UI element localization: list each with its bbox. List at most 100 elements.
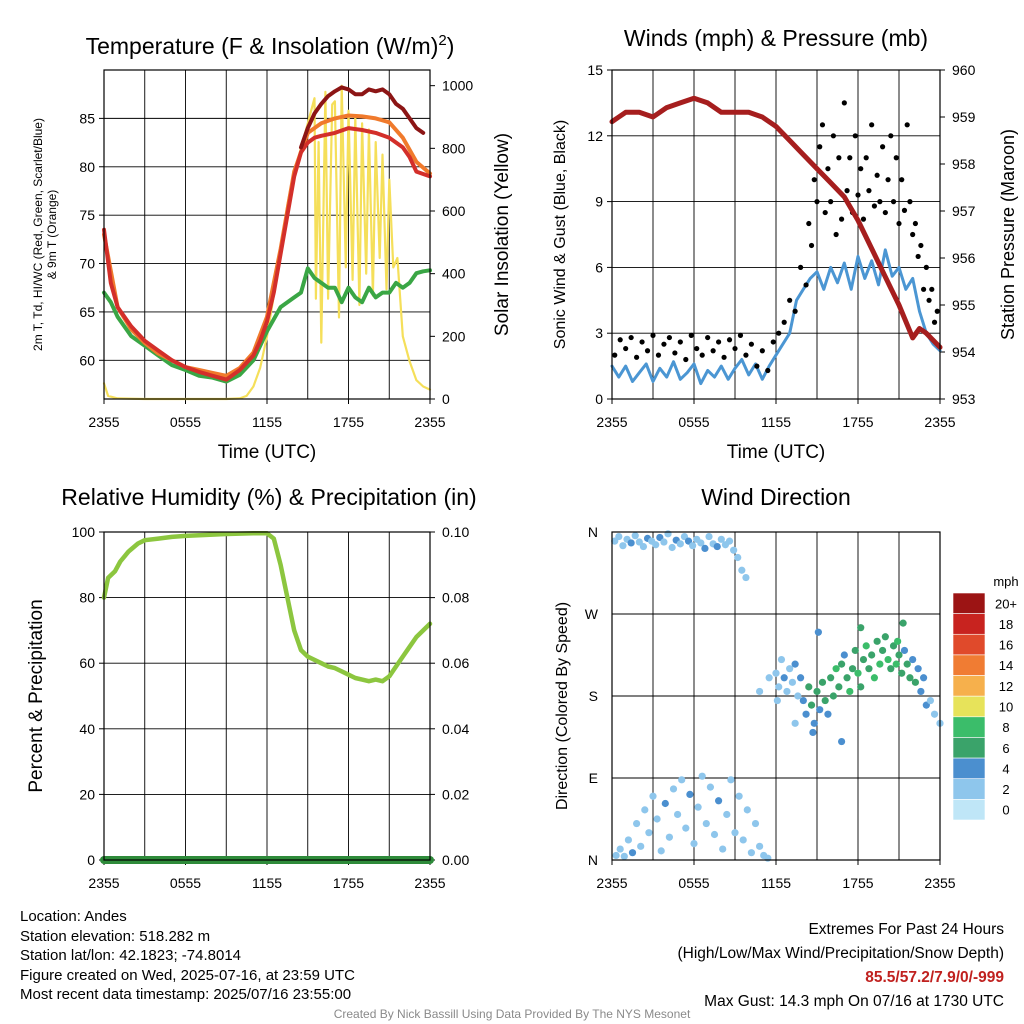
colorbar-swatch: [952, 737, 986, 759]
gust-point: [683, 356, 689, 363]
colorbar-label: 12: [999, 679, 1013, 694]
y2-tick-label: 0: [442, 391, 450, 407]
gust-point: [617, 337, 623, 343]
direction-point: [854, 669, 862, 677]
x-tick-label: 1155: [252, 875, 282, 891]
x-tick-label: 1155: [761, 414, 791, 430]
y2-tick-label: 800: [442, 140, 466, 156]
direction-point: [780, 674, 788, 682]
gust-point: [822, 209, 828, 216]
direction-point: [873, 637, 881, 645]
direction-point: [807, 701, 816, 709]
gust-point: [869, 122, 875, 128]
gust-point: [710, 348, 716, 354]
direction-point: [619, 542, 627, 550]
direction-point: [818, 678, 827, 686]
gust-point: [770, 339, 776, 345]
y-tick-label: 60: [79, 655, 95, 671]
direction-point: [783, 687, 791, 696]
station-latlon: Station lat/lon: 42.1823; -74.8014: [20, 947, 242, 965]
gust-point: [915, 253, 921, 260]
extremes-title: Extremes For Past 24 Hours: [808, 921, 1004, 938]
x-tick-label: 0555: [170, 414, 201, 430]
direction-point: [664, 530, 672, 538]
x-axis-label: Time (UTC): [218, 442, 317, 463]
direction-point: [706, 783, 715, 791]
y-axis-label-2: & 9m T (Orange): [45, 190, 59, 280]
y-tick-label: 12: [587, 128, 603, 144]
y2-axis-label: Solar Insolation (Yellow): [492, 133, 513, 336]
y2-tick-label: 955: [952, 297, 976, 313]
direction-point: [649, 792, 657, 800]
gust-point: [910, 231, 916, 238]
gust-point: [817, 144, 823, 150]
y-axis-label: Percent & Precipitation: [26, 599, 47, 792]
direction-point: [775, 683, 783, 691]
direction-point: [743, 806, 751, 814]
direction-point: [661, 799, 669, 808]
direction-point: [899, 619, 907, 627]
direction-point: [821, 696, 829, 705]
gust-point: [923, 264, 929, 270]
y2-tick-label: 0.08: [442, 590, 469, 606]
gust-point: [644, 348, 651, 354]
direction-point: [739, 836, 747, 844]
direction-point: [639, 542, 648, 551]
direction-point: [930, 710, 939, 718]
y-tick-label: 75: [79, 207, 95, 223]
direction-point: [920, 674, 928, 682]
y-tick-label: 9: [595, 194, 603, 210]
x-tick-label: 0555: [678, 414, 709, 430]
direction-point: [742, 573, 750, 582]
gust-point: [934, 308, 940, 314]
y-tick-label: 65: [79, 304, 95, 320]
direction-point: [727, 776, 735, 784]
winds-pressure-chart: 2355 0555 1155 1755 2355 0 3 6 9 12 15 953 954 955 956…: [552, 25, 1018, 463]
gust-point: [726, 337, 733, 343]
extremes-values: 85.5/57.2/7.9/0/-999: [865, 969, 1004, 986]
gust-point: [882, 209, 888, 216]
colorbar-swatch: [952, 695, 986, 718]
gust-point: [901, 207, 908, 213]
gust-point: [806, 220, 812, 227]
y2-tick-label: 1000: [442, 78, 473, 94]
gust-point: [737, 332, 744, 338]
colorbar-label: 8: [1002, 720, 1009, 735]
colorbar-label: 0: [1002, 803, 1009, 818]
direction-point: [772, 669, 780, 677]
x-tick-label: 1755: [333, 414, 364, 430]
y2-tick-label: 400: [442, 266, 466, 282]
direction-point: [884, 655, 892, 664]
x-tick-label: 2355: [88, 875, 119, 891]
x-tick-label: 2355: [596, 414, 627, 430]
gust-point: [926, 297, 932, 303]
direction-point: [698, 772, 706, 780]
gust-point: [688, 332, 694, 338]
direction-point: [631, 532, 639, 540]
direction-point: [802, 710, 810, 718]
direction-point: [665, 833, 674, 841]
gust-point: [628, 334, 634, 341]
direction-point: [840, 651, 848, 659]
direction-point: [697, 539, 705, 547]
direction-point: [674, 810, 682, 819]
gust-point: [808, 242, 815, 249]
direction-point: [879, 646, 887, 655]
gust-point: [877, 199, 883, 205]
gust-point: [904, 122, 910, 128]
humidity-precip-chart: 2355 0555 1155 1755 2355 0 20 40 60 80 100 0.00 0.02…: [26, 484, 477, 891]
direction-point: [911, 678, 920, 686]
gust-point: [798, 264, 804, 270]
x-tick-label: 2355: [924, 414, 955, 430]
gust-point: [748, 341, 755, 347]
y2-tick-label: 958: [952, 156, 976, 172]
y2-tick-label: 956: [952, 250, 976, 266]
gust-point: [880, 144, 886, 150]
gust-point: [888, 133, 894, 139]
y2-tick-label: 200: [442, 328, 466, 344]
gust-point: [844, 188, 850, 194]
direction-point: [612, 851, 620, 860]
y-axis-label: Sonic Wind & Gust (Blue, Black): [552, 120, 569, 349]
direction-point: [791, 719, 799, 727]
direction-point: [777, 655, 786, 664]
